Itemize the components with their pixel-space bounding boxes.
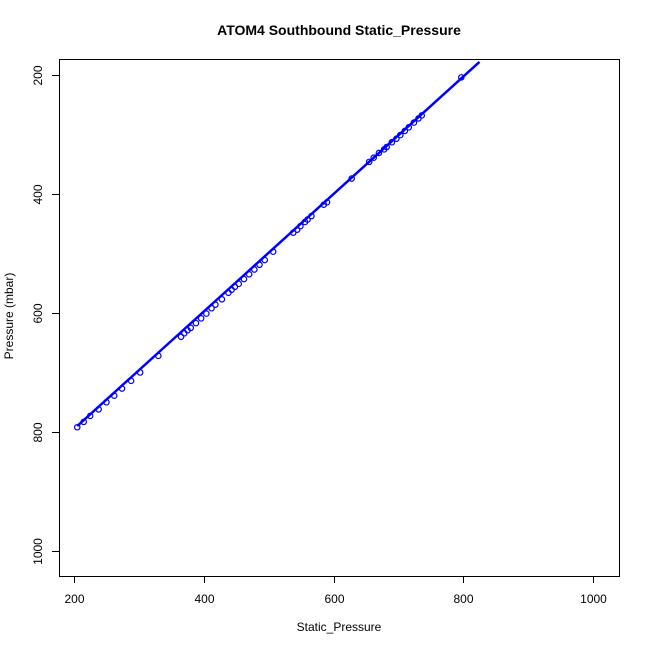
data-point: [136, 369, 144, 376]
data-point: [212, 301, 219, 308]
data-point: [388, 138, 396, 146]
y-tick-label: 400: [31, 184, 45, 204]
data-point: [323, 199, 331, 206]
data-point: [348, 175, 355, 182]
data-point: [297, 222, 304, 230]
data-point: [118, 385, 126, 392]
data-point: [370, 154, 378, 162]
data-point: [256, 261, 263, 269]
x-tick-label: 400: [194, 592, 214, 606]
axes: 200 400 600 800 1000 200 400 600 800 1000: [31, 59, 620, 606]
fit-line: [76, 60, 481, 427]
data-point: [187, 324, 195, 332]
data-point: [397, 131, 404, 139]
data-point: [103, 398, 110, 406]
x-tick-label: 600: [324, 592, 344, 606]
data-point: [383, 143, 390, 151]
data-point: [304, 216, 311, 223]
data-point: [308, 212, 315, 220]
data-point: [95, 406, 102, 413]
data-point: [235, 280, 243, 288]
y-axis-label: Pressure (mbar): [2, 273, 16, 360]
data-point: [208, 304, 215, 312]
data-point: [110, 392, 118, 400]
data-point: [197, 315, 205, 322]
data-point: [203, 310, 210, 317]
y-tick-label: 1000: [31, 538, 45, 565]
data-point: [127, 377, 135, 385]
data-point: [177, 333, 185, 341]
chart-title: ATOM4 Southbound Static_Pressure: [217, 22, 461, 38]
plot-frame: [59, 59, 620, 577]
x-tick-label: 800: [453, 592, 473, 606]
data-point: [375, 149, 383, 157]
x-tick-label: 200: [64, 592, 84, 606]
data-point: [365, 158, 373, 166]
x-tick-label: 1000: [580, 592, 607, 606]
data-point: [410, 119, 418, 126]
data-point: [155, 352, 162, 360]
data-point: [192, 319, 200, 327]
data-point: [251, 266, 258, 273]
data-point: [458, 74, 465, 81]
data-point: [218, 296, 226, 303]
data-point: [393, 135, 400, 142]
data-point: [86, 412, 94, 420]
y-tick-label: 800: [31, 422, 45, 442]
data-point: [269, 248, 277, 256]
data-point: [73, 423, 81, 431]
x-axis-label: Static_Pressure: [297, 620, 382, 634]
data-point: [240, 275, 248, 283]
y-tick-label: 600: [31, 303, 45, 323]
data-point: [405, 124, 413, 131]
data-point: [261, 256, 269, 264]
data-point: [293, 226, 301, 234]
data-point: [401, 127, 409, 135]
plot-area: [73, 60, 481, 431]
data-point: [80, 418, 88, 426]
data-point: [418, 112, 426, 119]
data-point: [245, 271, 253, 278]
y-tick-label: 200: [31, 65, 45, 85]
